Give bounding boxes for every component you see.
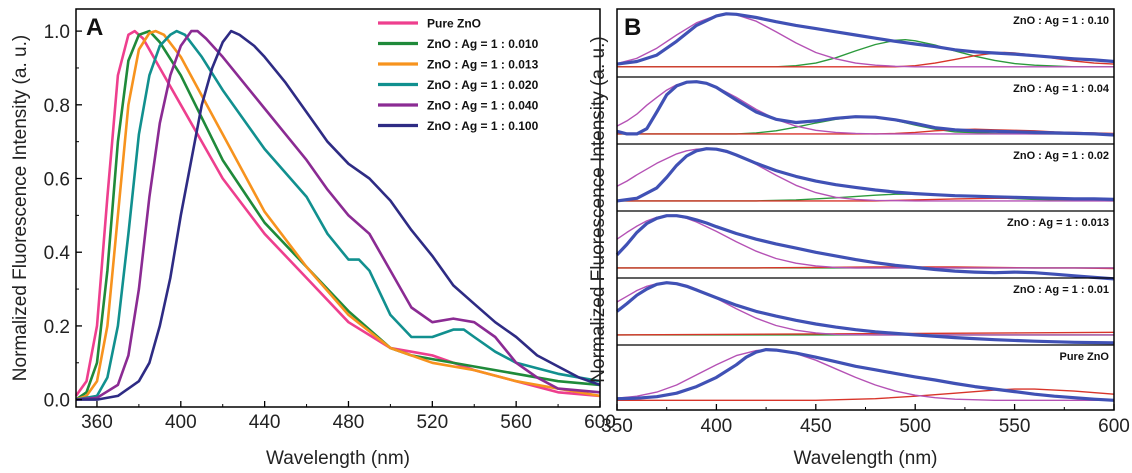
panel-letter-a: A bbox=[86, 14, 103, 41]
x-tick-label-b: 350 bbox=[601, 416, 633, 437]
subplot-2-measured-line bbox=[616, 147, 1115, 203]
subplot-4-fit1-line bbox=[616, 282, 1114, 336]
plot-frame-b bbox=[616, 8, 1115, 411]
panel-letter-b: B bbox=[624, 14, 641, 41]
x-tick-label-b: 500 bbox=[899, 416, 931, 437]
legend-label-3: ZnO : Ag = 1 : 0.020 bbox=[427, 78, 539, 92]
x-tick-label-a: 360 bbox=[81, 412, 113, 433]
x-axis-label-a: Wavelength (nm) bbox=[266, 448, 410, 469]
series-line-5 bbox=[76, 29, 601, 401]
y-tick-label-a: 0.8 bbox=[44, 96, 70, 117]
x-tick-label-b: 400 bbox=[701, 416, 733, 437]
subplot-5-fit1-line bbox=[616, 348, 1114, 401]
subplot-5-fit3-line bbox=[617, 388, 1115, 401]
panel-b: ZnO : Ag = 1 : 0.10 ZnO : Ag = 1 : 0.04 Zn… bbox=[588, 8, 1130, 469]
legend-label-1: ZnO : Ag = 1 : 0.010 bbox=[427, 37, 539, 51]
subplot-4-fit3-line bbox=[616, 331, 1115, 336]
legend-label-4: ZnO : Ag = 1 : 0.040 bbox=[427, 99, 539, 113]
legend-label-0: Pure ZnO bbox=[427, 17, 481, 31]
subplot-label-4: ZnO : Ag = 1 : 0.01 bbox=[1013, 284, 1109, 296]
subplot-5-measured-line bbox=[616, 348, 1115, 402]
y-tick-label-a: 0.0 bbox=[44, 391, 70, 412]
x-tick-label-a: 600 bbox=[584, 412, 616, 433]
legend-label-5: ZnO : Ag = 1 : 0.100 bbox=[427, 119, 539, 133]
x-tick-label-a: 400 bbox=[165, 412, 197, 433]
y-tick-label-a: 0.4 bbox=[44, 243, 71, 264]
y-tick-label-a: 1.0 bbox=[44, 22, 70, 43]
subplot-0-fit1-line bbox=[616, 13, 1114, 68]
y-tick-label-a: 0.2 bbox=[44, 317, 70, 338]
y-axis-label-b: Normalized Fluorescence Intensity (a. u.… bbox=[588, 36, 609, 382]
subplot-3-measured-line bbox=[615, 214, 1115, 281]
subplot-3-fit1-line bbox=[616, 215, 1114, 269]
series-line-3 bbox=[75, 29, 601, 401]
subplot-label-0: ZnO : Ag = 1 : 0.10 bbox=[1013, 15, 1109, 27]
series-line-2 bbox=[75, 29, 601, 401]
legend-label-2: ZnO : Ag = 1 : 0.013 bbox=[427, 58, 539, 72]
x-tick-label-a: 560 bbox=[500, 412, 532, 433]
subplot-label-1: ZnO : Ag = 1 : 0.04 bbox=[1013, 83, 1110, 95]
subplot-label-3: ZnO : Ag = 1 : 0.013 bbox=[1007, 217, 1109, 229]
x-tick-label-a: 520 bbox=[416, 412, 448, 433]
subplot-4-measured-line bbox=[616, 281, 1115, 345]
series-line-4 bbox=[75, 29, 601, 401]
subplot-1-measured-line bbox=[616, 80, 1115, 137]
x-axis-label-b: Wavelength (nm) bbox=[794, 448, 938, 469]
subplot-label-2: ZnO : Ag = 1 : 0.02 bbox=[1013, 150, 1109, 162]
subplot-0-measured-line bbox=[616, 12, 1115, 66]
subplot-0-fit2-line bbox=[617, 39, 1114, 68]
x-tick-label-b: 600 bbox=[1098, 416, 1130, 437]
plot-frame-a bbox=[75, 8, 601, 408]
x-tick-label-a: 480 bbox=[333, 412, 365, 433]
series-line-1 bbox=[75, 29, 601, 401]
panel-a: 360 400 440 480 520 560 600 0.0 0.2 0.4 0.6 0.8 1.0 W… bbox=[10, 8, 616, 469]
y-axis-label-a: Normalized Fluorescence Intensity (a. u.… bbox=[10, 35, 31, 381]
subplot-label-5: Pure ZnO bbox=[1059, 351, 1109, 363]
x-tick-label-b: 450 bbox=[800, 416, 832, 437]
x-tick-label-a: 440 bbox=[249, 412, 281, 433]
y-tick-label-a: 0.6 bbox=[44, 170, 70, 191]
x-tick-label-b: 550 bbox=[999, 416, 1031, 437]
